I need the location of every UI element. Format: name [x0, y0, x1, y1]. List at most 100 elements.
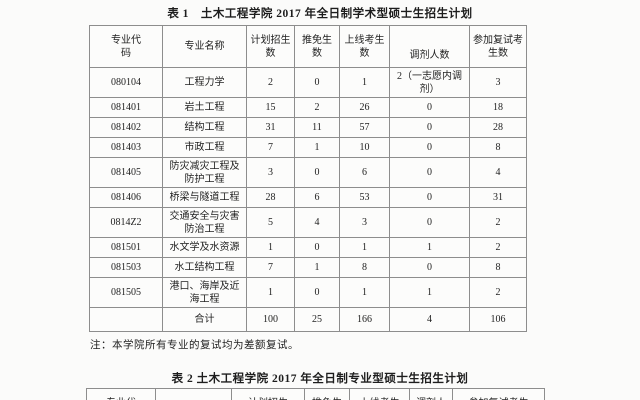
cell-major-name: 水工结构工程	[162, 257, 247, 278]
col-header-adjustment-count-label: 调剂人数	[412, 397, 450, 400]
cell-major-name: 水文学及水资源	[162, 237, 247, 258]
cell-exempt: 0	[294, 67, 340, 98]
table-row: 081406 桥梁与隧道工程 28 6 53 0 31	[89, 187, 527, 208]
col-header-adjustment-count: 调剂人数	[409, 388, 453, 400]
col-header-exempt-count-label: 推免生数	[310, 397, 344, 400]
cell-above-line: 53	[339, 187, 390, 208]
cell-above-line: 6	[339, 157, 390, 188]
cell-adjustment: 0	[389, 257, 470, 278]
cell-above-line: 26	[339, 97, 390, 118]
cell-planned: 28	[246, 187, 295, 208]
cell-adjustment: 0	[389, 97, 470, 118]
cell-major-name: 桥梁与隧道工程	[162, 187, 247, 208]
cell-planned: 1	[246, 237, 295, 258]
cell-above-line: 166	[339, 307, 390, 332]
table-row: 081503 水工结构工程 7 1 8 0 8	[89, 257, 527, 278]
cell-retest: 2	[469, 237, 527, 258]
cell-retest: 2	[469, 277, 527, 308]
cell-major-code: 081406	[89, 187, 163, 208]
col-header-adjustment-count-label: 调剂人数	[409, 50, 450, 61]
cell-exempt: 0	[294, 237, 340, 258]
cell-above-line: 1	[339, 237, 390, 258]
col-header-above-line-count: 上线考生数	[349, 388, 410, 400]
table2-professional-enrollment: 专业代码 专业名称 计划招生数 推免生数 上线考生数 调剂人数 参加复试考生数	[86, 388, 545, 400]
cell-adjustment: 1	[389, 237, 470, 258]
table-row: 081401 岩土工程 15 2 26 0 18	[89, 97, 527, 118]
cell-major-code: 081501	[89, 237, 163, 258]
col-header-exempt-count: 推免生数	[304, 388, 350, 400]
cell-exempt: 0	[294, 157, 340, 188]
col-header-exempt-count: 推免生数	[294, 25, 340, 68]
col-header-planned-count-label: 计划招生数	[250, 34, 291, 59]
cell-above-line: 1	[339, 277, 390, 308]
cell-exempt: 6	[294, 187, 340, 208]
cell-adjustment: 0	[389, 157, 470, 188]
col-header-retest-count-label: 参加复试考生数	[473, 34, 523, 59]
cell-major-code: 0814Z2	[89, 207, 163, 238]
cell-total-label: 合计	[162, 307, 247, 332]
cell-major-code: 081402	[89, 117, 163, 138]
cell-exempt: 11	[294, 117, 340, 138]
cell-above-line: 1	[339, 67, 390, 98]
col-header-exempt-count-label: 推免生数	[302, 34, 332, 59]
cell-major-code: 081505	[89, 277, 163, 308]
cell-above-line: 10	[339, 137, 390, 158]
table-row: 081501 水文学及水资源 1 0 1 1 2	[89, 237, 527, 258]
col-header-planned-count: 计划招生数	[246, 25, 295, 68]
cell-exempt: 2	[294, 97, 340, 118]
table1-header-row: 专业代码 专业名称 计划招生数 推免生数 上线考生数 调剂人数 参加复试考生数	[89, 25, 527, 68]
cell-adjustment: 0	[389, 207, 470, 238]
cell-major-name: 防灾减灾工程及防护工程	[162, 157, 247, 188]
col-header-major-name-label: 专业名称	[184, 41, 225, 53]
table1-title: 表 1 土木工程学院 2017 年全日制学术型硕士生招生计划	[167, 8, 473, 20]
cell-exempt: 4	[294, 207, 340, 238]
cell-adjustment: 0	[389, 137, 470, 158]
col-header-major-name: 专业名称	[162, 25, 247, 68]
cell-major-code	[89, 307, 163, 332]
cell-exempt: 25	[294, 307, 340, 332]
cell-major-name: 岩土工程	[162, 97, 247, 118]
cell-planned: 7	[246, 257, 295, 278]
cell-above-line: 8	[339, 257, 390, 278]
cell-planned: 3	[246, 157, 295, 188]
col-header-major-code-label: 专业代码	[104, 397, 138, 400]
cell-retest: 18	[469, 97, 527, 118]
cell-major-name: 港口、海岸及近海工程	[162, 277, 247, 308]
table-row: 081405 防灾减灾工程及防护工程 3 0 6 0 4	[89, 157, 527, 188]
cell-retest: 3	[469, 67, 527, 98]
cell-major-code: 081405	[89, 157, 163, 188]
cell-retest: 8	[469, 137, 527, 158]
col-header-major-code: 专业代码	[86, 388, 156, 400]
col-header-major-code: 专业代码	[89, 25, 163, 68]
cell-planned: 15	[246, 97, 295, 118]
cell-major-code: 080104	[89, 67, 163, 98]
footnote: 注：本学院所有专业的复试均为差额复试。	[90, 340, 299, 351]
cell-retest: 106	[469, 307, 527, 332]
cell-adjustment: 0	[389, 117, 470, 138]
cell-adjustment-text: 2（一志愿内调剂）	[397, 70, 462, 95]
cell-retest: 8	[469, 257, 527, 278]
col-header-retest-count: 参加复试考生数	[469, 25, 527, 68]
cell-planned: 7	[246, 137, 295, 158]
cell-adjustment: 4	[389, 307, 470, 332]
cell-planned: 1	[246, 277, 295, 308]
cell-major-code: 081403	[89, 137, 163, 158]
col-header-major-name: 专业名称	[155, 388, 232, 400]
cell-adjustment: 1	[389, 277, 470, 308]
col-header-planned-count-label: 计划招生数	[246, 397, 290, 400]
cell-retest: 4	[469, 157, 527, 188]
col-header-major-code-label: 专业代码	[111, 34, 141, 59]
cell-planned: 5	[246, 207, 295, 238]
table-row: 0814Z2 交通安全与灾害防治工程 5 4 3 0 2	[89, 207, 527, 238]
col-header-planned-count: 计划招生数	[231, 388, 305, 400]
cell-major-name: 结构工程	[162, 117, 247, 138]
table2-title: 表 2 土木工程学院 2017 年全日制专业型硕士生招生计划	[171, 373, 469, 385]
table-row: 081505 港口、海岸及近海工程 1 0 1 1 2	[89, 277, 527, 308]
table1-academic-enrollment: 专业代码 专业名称 计划招生数 推免生数 上线考生数 调剂人数 参加复试考生数 …	[89, 25, 527, 332]
table2-header-row: 专业代码 专业名称 计划招生数 推免生数 上线考生数 调剂人数 参加复试考生数	[86, 388, 545, 400]
table-row: 081403 市政工程 7 1 10 0 8	[89, 137, 527, 158]
cell-exempt: 1	[294, 257, 340, 278]
cell-planned: 100	[246, 307, 295, 332]
cell-major-name: 工程力学	[162, 67, 247, 98]
